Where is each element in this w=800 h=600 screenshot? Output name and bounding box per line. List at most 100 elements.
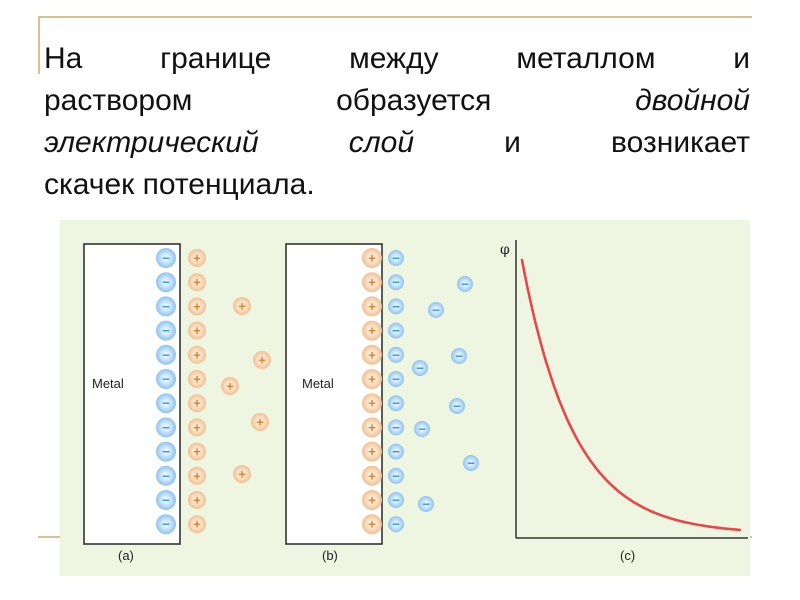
metal-label-b: Metal bbox=[302, 376, 334, 391]
pos-ion-layer-a-sign: + bbox=[193, 299, 201, 314]
neg-ion-layer-b: − bbox=[388, 274, 404, 291]
pos-ion-layer-a-halo bbox=[188, 466, 206, 485]
pos-ion-layer-a-halo bbox=[188, 491, 206, 509]
pos-ion-diffuse-a-halo bbox=[251, 413, 269, 431]
pos-ion-diffuse-a: + bbox=[253, 351, 271, 369]
pos-ion-layer-a-sign: + bbox=[193, 493, 201, 508]
neg-ion-layer-b: − bbox=[388, 467, 404, 484]
pos-ion-surface-b-sign: + bbox=[368, 420, 376, 435]
neg-ion-surface-a-sign: − bbox=[162, 444, 170, 459]
neg-ion-diffuse-b-sign: − bbox=[416, 361, 424, 376]
pos-ion-layer-a-halo bbox=[188, 273, 206, 292]
neg-ion-surface-a: − bbox=[156, 465, 176, 486]
neg-ion-layer-b: − bbox=[388, 346, 404, 363]
neg-ion-diffuse-b-sign: − bbox=[432, 303, 440, 318]
neg-ion-layer-b: − bbox=[388, 443, 404, 460]
neg-ion-layer-b-halo bbox=[388, 492, 404, 508]
pos-ion-surface-b: + bbox=[362, 417, 382, 438]
pos-ion-surface-b: + bbox=[362, 465, 382, 486]
neg-ion-layer-b-sign: − bbox=[392, 396, 400, 411]
pos-ion-surface-b-sign: + bbox=[368, 251, 376, 266]
panel-label-b: (b) bbox=[322, 548, 338, 563]
neg-ion-layer-b-sign: − bbox=[392, 299, 400, 314]
neg-ion-diffuse-b: − bbox=[463, 455, 479, 471]
double-layer-figure: Metal Metal − + − + − + − + − + − + − + − + − + − + − + − + + + + +… bbox=[60, 220, 750, 576]
pos-ion-layer-a: + bbox=[188, 249, 206, 267]
top-rule bbox=[38, 16, 752, 18]
neg-ion-layer-b: − bbox=[388, 395, 404, 412]
neg-ion-diffuse-b-halo bbox=[418, 496, 434, 512]
pos-ion-diffuse-a-halo bbox=[233, 297, 251, 315]
neg-ion-diffuse-b: − bbox=[412, 360, 428, 376]
neg-ion-layer-b: − bbox=[388, 322, 404, 339]
pos-ion-surface-b-halo bbox=[362, 465, 382, 486]
neg-ion-layer-b-halo bbox=[388, 467, 404, 484]
pos-ion-diffuse-a-sign: + bbox=[238, 299, 246, 314]
neg-ion-layer-b-halo bbox=[388, 395, 404, 412]
pos-ion-layer-a-sign: + bbox=[193, 444, 201, 459]
neg-ion-surface-a: − bbox=[156, 344, 176, 365]
pos-ion-layer-a: + bbox=[188, 321, 206, 340]
neg-ion-diffuse-b: − bbox=[428, 302, 444, 318]
neg-ion-surface-a-halo bbox=[156, 465, 176, 486]
neg-ion-surface-a: − bbox=[156, 417, 176, 438]
neg-ion-diffuse-b-halo bbox=[449, 398, 465, 414]
pos-ion-layer-a: + bbox=[188, 345, 206, 364]
left-rule bbox=[38, 16, 40, 74]
pos-ion-surface-b-sign: + bbox=[368, 299, 376, 314]
neg-ion-surface-a-halo bbox=[156, 369, 176, 389]
neg-ion-diffuse-b-halo bbox=[463, 455, 479, 471]
neg-ion-layer-b: − bbox=[388, 492, 404, 508]
pos-ion-surface-b-halo bbox=[362, 369, 382, 389]
neg-ion-surface-a-sign: − bbox=[162, 493, 170, 508]
neg-ion-surface-a-halo bbox=[156, 320, 176, 341]
pos-ion-surface-b-sign: + bbox=[368, 517, 376, 532]
neg-ion-surface-a-halo bbox=[156, 393, 176, 414]
neg-ion-diffuse-b-halo bbox=[414, 421, 430, 437]
neg-ion-layer-b-halo bbox=[388, 443, 404, 460]
phi-axis-label: φ bbox=[500, 242, 510, 258]
neg-ion-layer-b: − bbox=[388, 250, 404, 266]
text-line-3: электрический слой и возникает bbox=[44, 126, 750, 159]
pos-ion-surface-b: + bbox=[362, 296, 382, 317]
neg-ion-layer-b-halo bbox=[388, 250, 404, 266]
pos-ion-layer-a: + bbox=[188, 418, 206, 437]
neg-ion-surface-a: − bbox=[156, 441, 176, 462]
neg-ion-surface-a-sign: − bbox=[162, 299, 170, 314]
metal-label-a: Metal bbox=[92, 376, 124, 391]
pos-ion-layer-a-halo bbox=[188, 394, 206, 413]
neg-ion-layer-b-halo bbox=[388, 274, 404, 291]
pos-ion-surface-b: + bbox=[362, 344, 382, 365]
pos-ion-layer-a: + bbox=[188, 442, 206, 461]
pos-ion-surface-b-sign: + bbox=[368, 323, 376, 338]
pos-ion-diffuse-a: + bbox=[233, 465, 251, 483]
pos-ion-layer-a: + bbox=[188, 370, 206, 388]
neg-ion-surface-a-halo bbox=[156, 272, 176, 293]
text-line-4: скачек потенциала. bbox=[44, 168, 315, 201]
neg-ion-surface-a: − bbox=[156, 393, 176, 414]
neg-ion-surface-a-halo bbox=[156, 296, 176, 317]
emphasis-double: двойной bbox=[635, 84, 750, 117]
pos-ion-layer-a-sign: + bbox=[193, 396, 201, 411]
pos-ion-surface-b-sign: + bbox=[368, 275, 376, 290]
neg-ion-surface-a: − bbox=[156, 248, 176, 268]
pos-ion-layer-a-halo bbox=[188, 249, 206, 267]
pos-ion-diffuse-a: + bbox=[221, 377, 239, 395]
pos-ion-surface-b-halo bbox=[362, 296, 382, 317]
neg-ion-layer-b-halo bbox=[388, 419, 404, 436]
emphasis-layer: электрический слой bbox=[44, 126, 415, 159]
neg-ion-surface-a: − bbox=[156, 369, 176, 389]
neg-ion-surface-a: − bbox=[156, 272, 176, 293]
pos-ion-layer-a-sign: + bbox=[193, 251, 201, 266]
neg-ion-layer-b-sign: − bbox=[392, 347, 400, 362]
figure-svg: Metal Metal − + − + − + − + − + − + − + − + − + − + − + − + + + + +… bbox=[60, 220, 750, 576]
pos-ion-layer-a-sign: + bbox=[193, 347, 201, 362]
neg-ion-layer-b: − bbox=[388, 419, 404, 436]
neg-ion-layer-b: − bbox=[388, 371, 404, 387]
neg-ion-diffuse-b-sign: − bbox=[453, 399, 461, 414]
pos-ion-surface-b-halo bbox=[362, 490, 382, 510]
pos-ion-diffuse-a-sign: + bbox=[256, 415, 264, 430]
pos-ion-layer-a: + bbox=[188, 297, 206, 316]
pos-ion-layer-a-sign: + bbox=[193, 468, 201, 483]
pos-ion-surface-b-halo bbox=[362, 417, 382, 438]
